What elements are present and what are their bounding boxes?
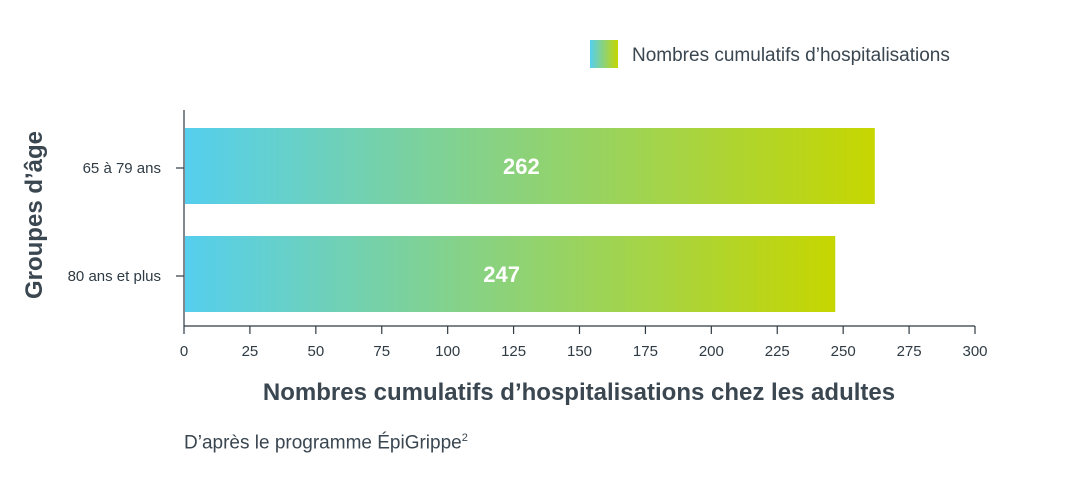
x-tick-label: 25 <box>242 343 259 360</box>
x-tick-label: 225 <box>765 343 790 360</box>
x-tick-label: 50 <box>307 343 324 360</box>
legend-label: Nombres cumulatifs d’hospitalisations <box>632 45 950 66</box>
bar-value-label: 247 <box>483 262 520 287</box>
x-tick-label: 250 <box>831 343 856 360</box>
x-tick-label: 275 <box>897 343 922 360</box>
source-text: D’après le programme ÉpiGrippe <box>184 432 462 454</box>
x-tick-label: 175 <box>633 343 658 360</box>
x-tick-label: 0 <box>180 343 188 360</box>
source-note: D’après le programme ÉpiGrippe2 <box>184 432 468 454</box>
x-tick-label: 75 <box>373 343 390 360</box>
y-tick-label: 80 ans et plus <box>68 268 161 285</box>
legend-swatch <box>590 40 618 68</box>
x-axis-title: Nombres cumulatifs d’hospitalisations ch… <box>263 379 895 406</box>
x-tick-label: 200 <box>699 343 724 360</box>
bar-1 <box>185 128 875 204</box>
x-tick-label: 150 <box>567 343 592 360</box>
x-tick-label: 125 <box>501 343 526 360</box>
y-axis-title: Groupes d’âge <box>21 131 48 299</box>
bar-chart: Nombres cumulatifs d’hospitalisations Gr… <box>21 40 988 406</box>
bar-2 <box>185 236 836 312</box>
y-tick-label: 65 à 79 ans <box>83 160 161 177</box>
x-tick-label: 100 <box>435 343 460 360</box>
bar-value-label: 262 <box>503 154 540 179</box>
x-tick-label: 300 <box>962 343 987 360</box>
source-footnote: 2 <box>461 432 468 444</box>
